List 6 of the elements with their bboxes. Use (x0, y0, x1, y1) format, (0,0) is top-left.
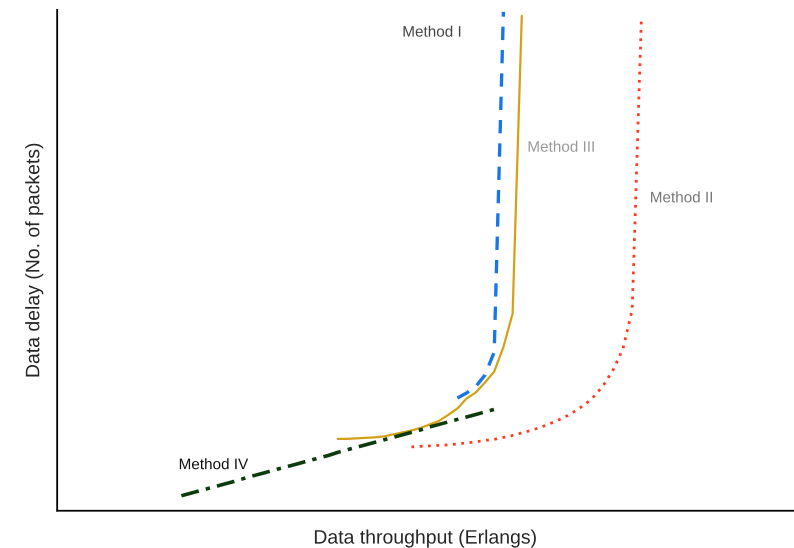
text: Method I (404, 26, 460, 37)
series-label: Method II (650, 191, 712, 203)
series-label: Method III (528, 140, 594, 152)
x-axis-title: Data throughput (Erlangs) (314, 529, 536, 548)
y-axis-title: Data delay (No. of packets) (25, 144, 44, 376)
series-label: Method IV (180, 458, 248, 470)
